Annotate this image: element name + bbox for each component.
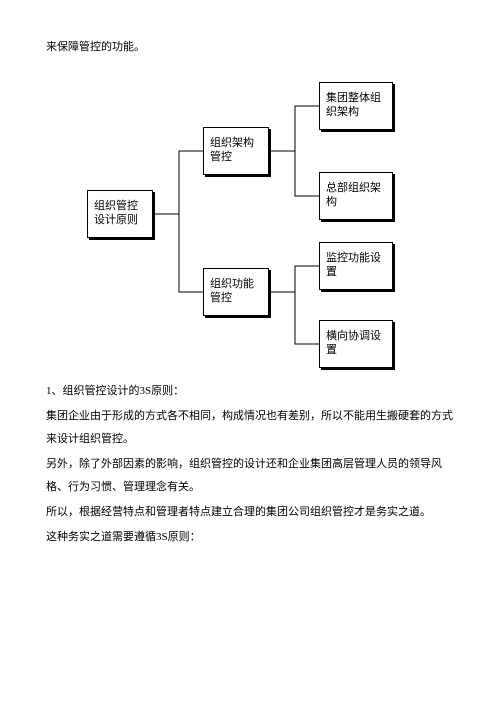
org-diagram: 组织管控设计原则 组织架构管控 组织功能管控 集团整体组织架构 总部组织架构 监… bbox=[85, 72, 415, 362]
para-4: 所以，根据经营特点和管理者特点建立合理的集团公司组织管控才是务实之道。 bbox=[46, 501, 454, 524]
node-structure-control: 组织架构管控 bbox=[203, 127, 269, 175]
node-group-structure: 集团整体组织架构 bbox=[319, 82, 393, 130]
para-3: 另外，除了外部因素的影响，组织管控的设计还和企业集团高层管理人员的领导风格、行为… bbox=[46, 453, 454, 499]
para-2: 集团企业由于形成的方式各不相同，构成情况也有差别，所以不能用生搬硬套的方式来设计… bbox=[46, 405, 454, 451]
para-1: 1、组织管控设计的3S原则： bbox=[46, 380, 454, 403]
node-hq-structure: 总部组织架构 bbox=[319, 172, 393, 220]
node-function-control: 组织功能管控 bbox=[203, 268, 269, 316]
intro-text: 来保障管控的功能。 bbox=[46, 38, 454, 58]
node-monitor-setting: 监控功能设置 bbox=[319, 242, 393, 290]
node-root: 组织管控设计原则 bbox=[87, 190, 153, 238]
node-horizontal-setting: 横向协调设置 bbox=[319, 320, 393, 368]
para-5: 这种务实之道需要遵循3S原则： bbox=[46, 526, 454, 549]
